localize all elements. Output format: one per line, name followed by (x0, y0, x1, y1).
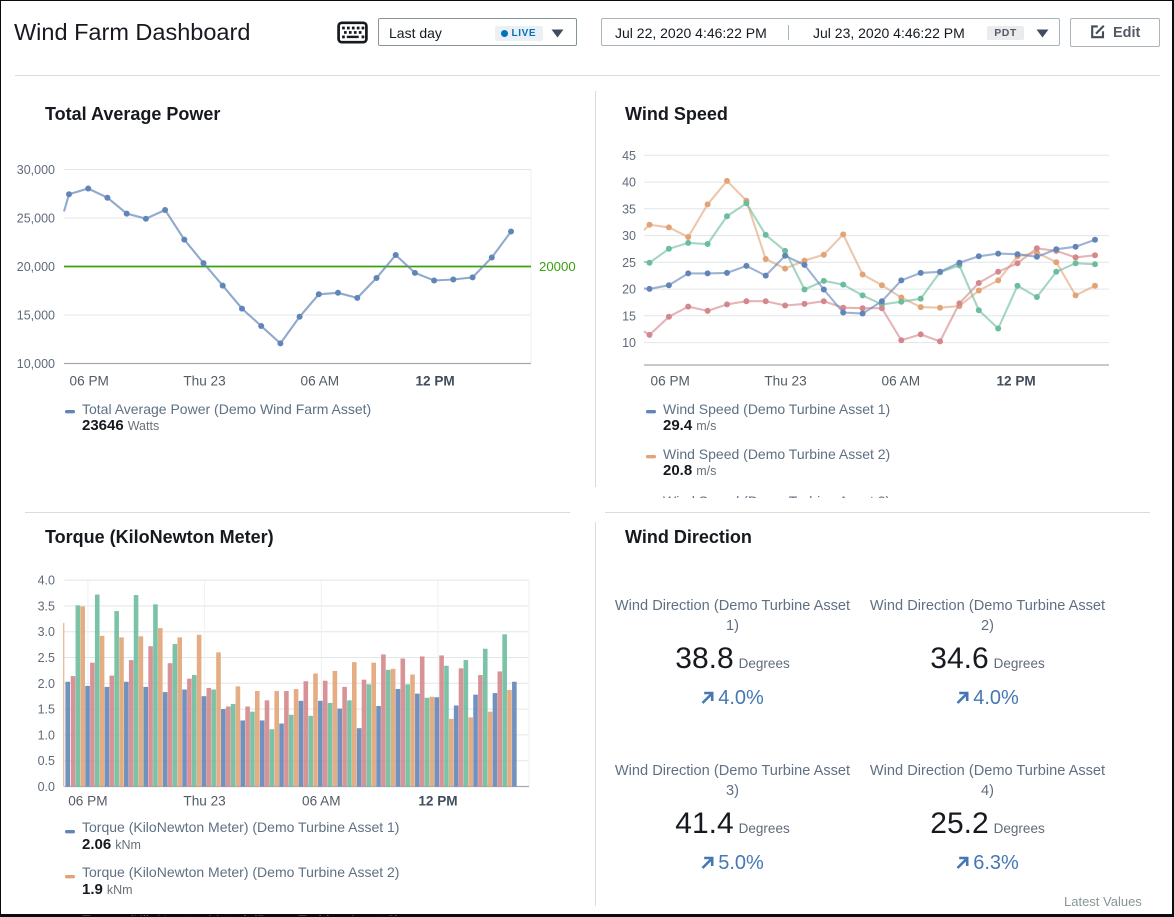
svg-text:20,000: 20,000 (17, 260, 55, 274)
svg-text:30: 30 (622, 229, 636, 243)
svg-text:06 AM: 06 AM (302, 794, 341, 809)
svg-text:2.0: 2.0 (38, 677, 55, 691)
svg-text:12 PM: 12 PM (996, 374, 1035, 389)
svg-text:06 AM: 06 AM (301, 374, 340, 389)
svg-text:3.0: 3.0 (38, 625, 55, 639)
svg-text:0.0: 0.0 (38, 780, 55, 794)
svg-text:3.5: 3.5 (38, 599, 55, 613)
svg-text:25,000: 25,000 (17, 212, 55, 226)
svg-text:35: 35 (622, 202, 636, 216)
svg-text:25: 25 (622, 256, 636, 270)
svg-text:20000: 20000 (539, 259, 576, 274)
svg-text:1.5: 1.5 (38, 703, 55, 717)
svg-text:06 PM: 06 PM (68, 794, 107, 809)
svg-text:06 PM: 06 PM (70, 374, 109, 389)
svg-text:1.0: 1.0 (38, 728, 55, 742)
svg-text:0.5: 0.5 (38, 754, 55, 768)
svg-text:12 PM: 12 PM (418, 794, 457, 809)
svg-text:15: 15 (622, 309, 636, 323)
svg-text:Thu 23: Thu 23 (764, 374, 806, 389)
svg-text:12 PM: 12 PM (415, 374, 454, 389)
svg-text:Thu 23: Thu 23 (183, 374, 225, 389)
svg-text:40: 40 (622, 176, 636, 190)
svg-text:4.0: 4.0 (38, 574, 55, 588)
svg-text:10: 10 (622, 336, 636, 350)
svg-text:45: 45 (622, 149, 636, 163)
svg-text:06 PM: 06 PM (651, 374, 690, 389)
svg-text:30,000: 30,000 (17, 163, 55, 177)
svg-text:06 AM: 06 AM (882, 374, 921, 389)
svg-text:Thu 23: Thu 23 (183, 794, 225, 809)
svg-text:20: 20 (622, 283, 636, 297)
svg-text:15,000: 15,000 (17, 309, 55, 323)
svg-text:2.5: 2.5 (38, 651, 55, 665)
svg-text:10,000: 10,000 (17, 357, 55, 371)
